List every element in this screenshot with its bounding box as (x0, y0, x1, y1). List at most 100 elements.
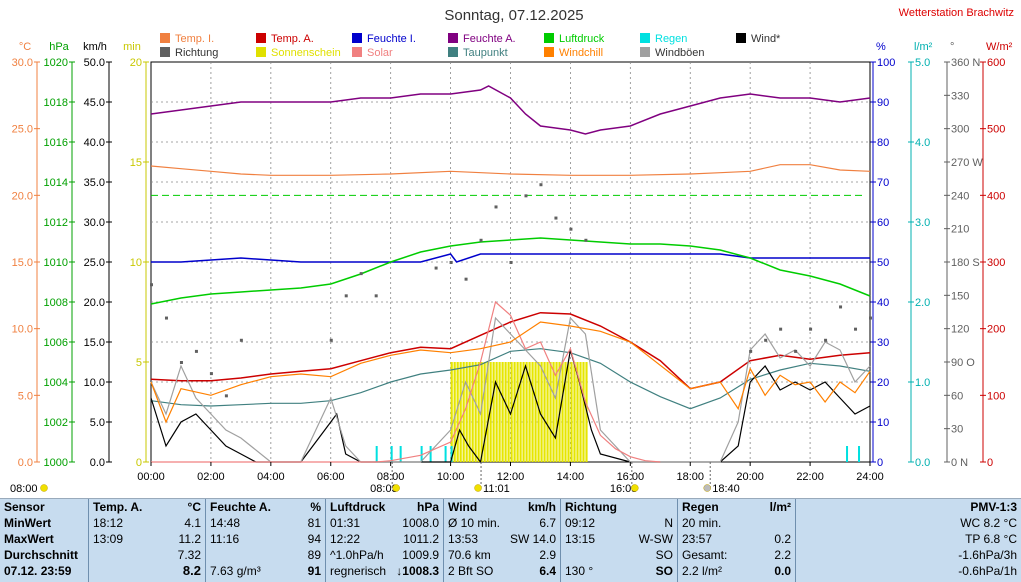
summary-richtung: Richtung 09:12 N 13:15 W-SW SO 130 ° SO (560, 499, 677, 582)
sunshine-bar (459, 362, 462, 462)
axis-tick-label-3-3: 15 (130, 157, 142, 169)
rain-marker-7 (846, 446, 849, 462)
time-marker-label-1: 08:03 (370, 483, 398, 495)
axis-tick-label-1-1: 1002 (44, 417, 68, 429)
series-point-richtung-14 (479, 238, 483, 242)
x-axis-ticks: 00:00 02:00 04:00 06:00 08:00 10:00 12:00 14:00… (137, 462, 884, 483)
sunshine-bar (525, 362, 528, 462)
legend-swatch-7 (160, 47, 170, 57)
sunshine-bar (573, 362, 576, 462)
regen-current-value: 0.0 (774, 564, 791, 578)
rain-marker-6 (450, 446, 453, 462)
richtung-min-value: N (664, 516, 673, 530)
series-point-richtung-2 (179, 361, 183, 364)
axis-tick-label-6-9: 270 W (951, 157, 983, 169)
legend-label-8: Sonnenschein (271, 47, 341, 59)
regen-day-note: 2.2 l/m² (682, 564, 723, 578)
richtung-max-value: W-SW (638, 532, 673, 546)
time-marker-label-0: 08:00 (10, 483, 38, 495)
richtung-min-time: 09:12 (565, 516, 596, 530)
series-point-richtung-12 (449, 261, 453, 264)
druck-max-time: 12:22 (330, 532, 361, 546)
x-tick-label-7: 14:00 (557, 471, 585, 483)
legend-label-10: Taupunkt (463, 47, 508, 59)
axis-tick-label-7-5: 500 (987, 124, 1005, 136)
legend-swatch-8 (256, 47, 266, 57)
wind-header: Wind (448, 500, 478, 514)
sunshine-bar (549, 362, 552, 462)
axis-unit-1: hPa (49, 41, 69, 53)
axis-tick-label-6-1: 30 (951, 424, 963, 436)
sunshine-bar (513, 362, 516, 462)
sunshine-bar (507, 362, 510, 462)
legend-swatch-10 (448, 47, 458, 57)
axis-tick-label-1-0: 1000 (44, 457, 68, 469)
sunshine-bar (522, 362, 525, 462)
richtung-avg-value: SO (655, 548, 673, 562)
legend-swatch-9 (352, 47, 362, 57)
sunshine-bar (468, 362, 471, 462)
temp-header: Temp. A. (93, 500, 143, 514)
regen-total-label: Gesamt: (682, 548, 728, 562)
feuchte-current-value: 91 (307, 564, 321, 578)
axis-tick-label-5-1: 1.0 (915, 377, 930, 389)
axis-tick-label-2-8: 40.0 (84, 137, 105, 149)
legend: Temp. I. Temp. A. Feuchte I. Feuchte A. Luft… (160, 33, 781, 59)
rain-marker-1 (390, 446, 393, 462)
axis-tick-label-4-9: 90 (877, 97, 889, 109)
axis-tick-label-5-0: 0.0 (915, 457, 930, 469)
chart-title: Sonntag, 07.12.2025 (444, 7, 583, 24)
legend-label-7: Richtung (175, 47, 218, 59)
sunshine-bar (486, 362, 489, 462)
legend-label-1: Temp. A. (271, 33, 314, 45)
richtung-max-time: 13:15 (565, 532, 596, 546)
rain-marker-2 (399, 446, 402, 462)
series-point-richtung-3 (194, 349, 198, 353)
legend-label-3: Feuchte A. (463, 33, 516, 45)
axis-tick-label-7-3: 300 (987, 257, 1005, 269)
series-point-richtung-11 (434, 266, 438, 270)
summary-feuchte: Feuchte A.% 14:48 81 11:16 94 89 7.63 g/m³… (205, 499, 325, 582)
row-label-avg: Durchschnitt (4, 548, 79, 562)
axis-tick-label-0-0: 0.0 (18, 457, 33, 469)
axis-tick-label-6-10: 300 (951, 124, 969, 136)
series-line-9 (150, 321, 871, 424)
sunshine-bar (543, 362, 546, 462)
sunshine-bar (477, 362, 480, 462)
axis-tick-label-4-6: 60 (877, 217, 889, 229)
axis-tick-label-0-2: 10.0 (12, 324, 33, 336)
wind-current-value: 6.4 (539, 564, 556, 578)
sunshine-bar (546, 362, 549, 462)
axis-tick-label-2-9: 45.0 (84, 97, 105, 109)
axis-tick-label-3-1: 5 (136, 357, 142, 369)
series-line-1 (150, 311, 871, 390)
station-name: Wetterstation Brachwitz (899, 7, 1014, 19)
row-label-current: 07.12. 23:59 (4, 564, 72, 578)
axis-tick-label-6-0: 0 N (951, 457, 968, 469)
legend-label-9: Solar (367, 47, 393, 59)
axis-tick-label-6-6: 180 S (951, 257, 980, 269)
series-point-richtung-8 (344, 294, 348, 298)
series-line-7 (150, 316, 871, 463)
axis-tick-label-0-5: 25.0 (12, 124, 33, 136)
sunshine-bar (564, 362, 567, 462)
axis-tick-label-0-3: 15.0 (12, 257, 33, 269)
axis-tick-label-2-2: 10.0 (84, 377, 105, 389)
x-tick-label-5: 10:00 (437, 471, 465, 483)
axis-tick-label-2-6: 30.0 (84, 217, 105, 229)
axis-tick-label-2-3: 15.0 (84, 337, 105, 349)
pmv-windchill: WC 8.2 °C (960, 516, 1017, 530)
legend-label-4: Luftdruck (559, 33, 605, 45)
series-lines (150, 85, 872, 464)
legend-swatch-12 (640, 47, 650, 57)
sunshine-bar (450, 362, 453, 462)
axis-unit-6: ° (950, 41, 954, 53)
series-point-richtung-13 (464, 277, 468, 281)
axis-unit-0: °C (19, 41, 31, 53)
axis-unit-7: W/m² (986, 41, 1013, 53)
druck-min-value: 1008.0 (402, 516, 439, 530)
axis-tick-label-4-2: 20 (877, 377, 889, 389)
sunshine-bar (465, 362, 468, 462)
axis-unit-3: min (123, 41, 141, 53)
x-tick-label-3: 06:00 (317, 471, 345, 483)
